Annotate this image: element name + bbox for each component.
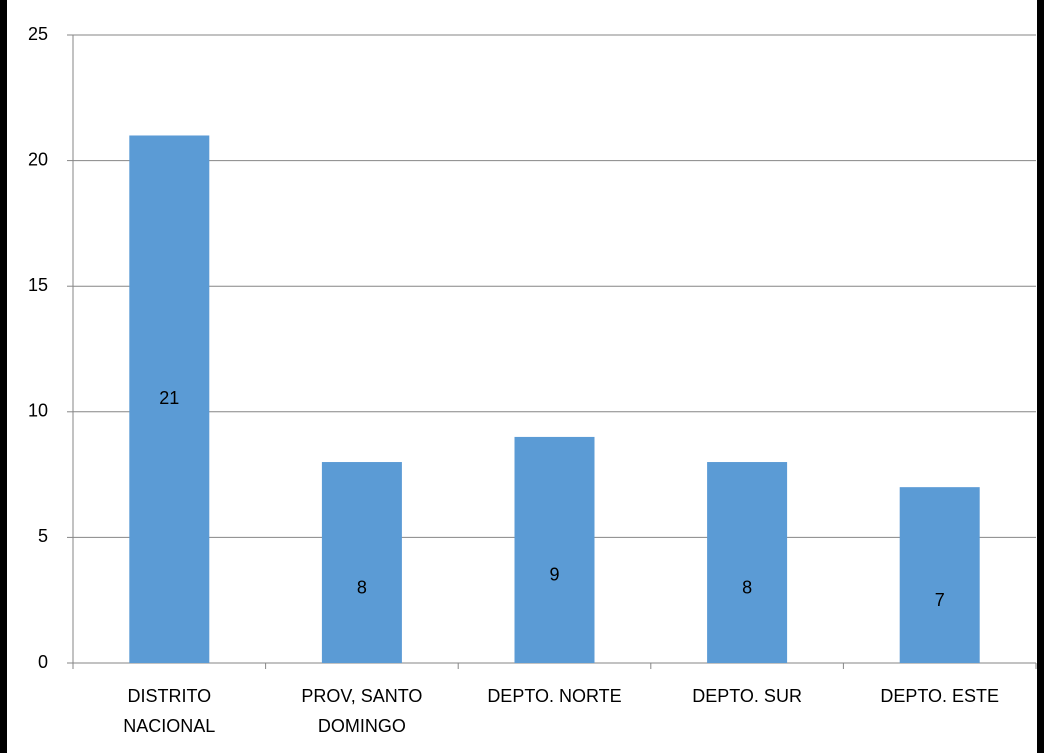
bar xyxy=(514,436,595,663)
x-tick-label: DISTRITO NACIONAL xyxy=(123,686,216,736)
x-tick-label: DEPTO. SUR xyxy=(692,686,802,706)
y-tick-label: 10 xyxy=(28,401,48,421)
y-tick-label: 25 xyxy=(28,24,48,44)
border-left xyxy=(0,0,7,753)
bar xyxy=(321,462,402,663)
bar xyxy=(899,487,980,663)
bar xyxy=(129,135,210,664)
y-tick-label: 0 xyxy=(38,652,48,672)
x-tick-label: DEPTO. ESTE xyxy=(880,686,1000,706)
y-tick-label: 20 xyxy=(28,149,48,169)
border-right xyxy=(1037,0,1044,753)
data-label: 8 xyxy=(742,577,752,597)
bar xyxy=(707,462,788,663)
data-label: 9 xyxy=(549,565,559,585)
x-tick-label: DEPTO. NORTE xyxy=(487,686,622,706)
data-label: 7 xyxy=(935,590,945,610)
y-tick-label: 15 xyxy=(28,275,48,295)
x-tick-label: PROV, SANTO DOMINGO xyxy=(301,686,423,736)
data-label: 21 xyxy=(159,388,179,408)
data-label: 8 xyxy=(357,577,367,597)
y-tick-label: 5 xyxy=(38,526,48,546)
